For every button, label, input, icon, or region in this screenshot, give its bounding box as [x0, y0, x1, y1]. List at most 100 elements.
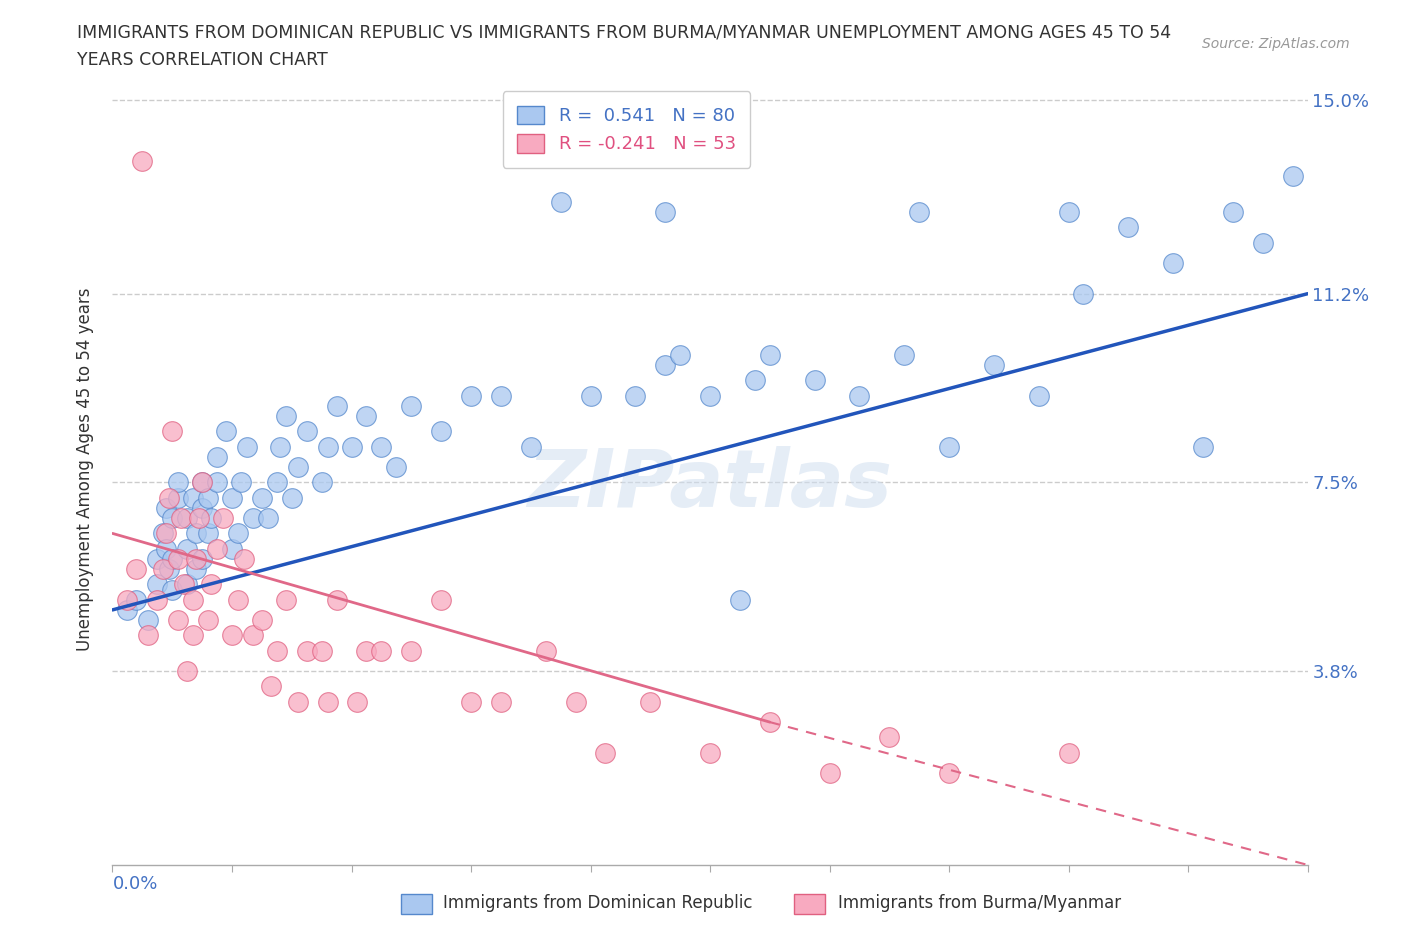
Point [818, 765, 841, 780]
Point [728, 592, 751, 607]
Point [191, 475, 214, 490]
Point [311, 644, 333, 658]
Point [221, 628, 243, 643]
Point [197, 490, 219, 505]
Point [200, 511, 222, 525]
Point [257, 511, 280, 525]
Point [624, 388, 647, 403]
Point [181, 628, 204, 643]
Point [1057, 205, 1080, 219]
Text: Immigrants from Dominican Republic: Immigrants from Dominican Republic [443, 894, 752, 912]
Point [311, 475, 333, 490]
Text: 0.0%: 0.0% [112, 875, 157, 893]
Point [669, 348, 692, 363]
Point [242, 511, 264, 525]
Point [176, 541, 198, 556]
Point [564, 695, 586, 710]
Point [212, 511, 235, 525]
Point [595, 745, 617, 760]
Point [167, 613, 190, 628]
Point [534, 644, 557, 658]
Point [146, 577, 169, 591]
Point [1222, 205, 1244, 219]
Point [295, 644, 318, 658]
Point [226, 526, 249, 541]
Point [654, 358, 676, 373]
Point [699, 745, 721, 760]
Point [221, 541, 243, 556]
Point [205, 541, 228, 556]
Point [287, 695, 309, 710]
Y-axis label: Unemployment Among Ages 45 to 54 years: Unemployment Among Ages 45 to 54 years [76, 288, 94, 651]
Point [233, 551, 256, 566]
Point [287, 459, 309, 474]
Point [242, 628, 264, 643]
Point [197, 526, 219, 541]
Point [983, 358, 1005, 373]
Point [346, 695, 368, 710]
Point [266, 644, 288, 658]
Point [186, 562, 208, 577]
Point [200, 577, 222, 591]
Text: YEARS CORRELATION CHART: YEARS CORRELATION CHART [77, 51, 328, 69]
Point [155, 500, 177, 515]
Point [146, 551, 169, 566]
Text: Immigrants from Burma/Myanmar: Immigrants from Burma/Myanmar [838, 894, 1121, 912]
Point [640, 695, 662, 710]
Point [744, 373, 766, 388]
Point [152, 526, 174, 541]
Point [176, 577, 198, 591]
Point [167, 551, 190, 566]
Point [430, 592, 453, 607]
Point [215, 424, 238, 439]
Point [205, 475, 228, 490]
Point [460, 695, 482, 710]
Point [236, 439, 259, 454]
Point [848, 388, 870, 403]
Point [938, 439, 960, 454]
Point [295, 424, 318, 439]
Point [316, 695, 339, 710]
Point [250, 490, 273, 505]
Point [152, 562, 174, 577]
Point [197, 613, 219, 628]
Point [325, 398, 347, 413]
Point [125, 562, 148, 577]
Point [131, 153, 153, 168]
Point [316, 439, 339, 454]
Point [550, 194, 572, 209]
Point [520, 439, 543, 454]
Point [167, 490, 190, 505]
Point [340, 439, 363, 454]
Point [176, 511, 198, 525]
Point [250, 613, 273, 628]
Point [430, 424, 453, 439]
Point [893, 348, 915, 363]
Point [460, 388, 482, 403]
Point [117, 603, 139, 618]
Point [281, 490, 304, 505]
Point [205, 449, 228, 464]
Point [803, 373, 825, 388]
Point [938, 765, 960, 780]
Point [157, 562, 180, 577]
Point [1192, 439, 1215, 454]
Point [401, 644, 423, 658]
Point [654, 205, 676, 219]
Point [157, 490, 180, 505]
Point [759, 348, 782, 363]
Point [146, 592, 169, 607]
Point [162, 511, 183, 525]
Point [489, 695, 512, 710]
Point [167, 475, 190, 490]
Point [401, 398, 423, 413]
Point [1073, 286, 1095, 301]
Point [155, 541, 177, 556]
Point [186, 526, 208, 541]
Point [173, 577, 195, 591]
Point [162, 551, 183, 566]
Text: IMMIGRANTS FROM DOMINICAN REPUBLIC VS IMMIGRANTS FROM BURMA/MYANMAR UNEMPLOYMENT: IMMIGRANTS FROM DOMINICAN REPUBLIC VS IM… [77, 23, 1171, 41]
Point [1161, 256, 1184, 271]
Point [191, 500, 214, 515]
Point [221, 490, 243, 505]
